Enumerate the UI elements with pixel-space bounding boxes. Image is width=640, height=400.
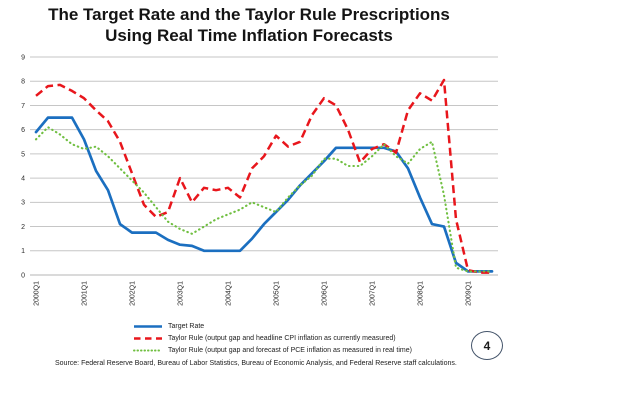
legend-item-taylor-pce: Taylor Rule (output gap and forecast of … — [133, 344, 412, 356]
svg-text:2009Q1: 2009Q1 — [466, 281, 473, 306]
svg-text:5: 5 — [21, 151, 25, 158]
target-rate-line-swatch-icon — [134, 324, 162, 328]
svg-text:2002Q1: 2002Q1 — [130, 281, 137, 306]
x-axis-tick-labels: 2000Q1 2001Q1 2002Q1 2003Q1 2004Q1 2005Q1 2006… — [34, 281, 473, 306]
series-line-dashed — [35, 78, 492, 274]
legend-item-taylor-cpi: Taylor Rule (output gap and headline CPI… — [133, 332, 412, 344]
svg-text:2003Q1: 2003Q1 — [178, 281, 185, 306]
gridlines — [30, 56, 498, 276]
data-series-lines — [34, 78, 494, 274]
svg-text:2004Q1: 2004Q1 — [226, 281, 233, 306]
svg-text:2000Q1: 2000Q1 — [34, 281, 41, 306]
chart-legend: Target Rate Taylor Rule (output gap and … — [133, 320, 412, 356]
chart-title: The Target Rate and the Taylor Rule Pres… — [0, 5, 498, 46]
chart-title-line1: The Target Rate and the Taylor Rule Pres… — [48, 5, 450, 24]
taylor-pce-dotted-line-swatch-icon — [133, 349, 163, 351]
page-number-badge: 4 — [471, 331, 503, 360]
legend-label-target-rate: Target Rate — [168, 322, 205, 330]
svg-text:7: 7 — [21, 103, 25, 110]
svg-text:6: 6 — [21, 127, 25, 134]
svg-text:1: 1 — [21, 248, 25, 255]
series-line-solid — [34, 116, 494, 273]
taylor-cpi-dashed-line-swatch-icon — [134, 336, 162, 340]
chart-title-line2: Using Real Time Inflation Forecasts — [105, 25, 393, 45]
svg-text:8: 8 — [21, 79, 25, 86]
svg-text:3: 3 — [21, 200, 25, 207]
svg-text:2006Q1: 2006Q1 — [322, 281, 329, 306]
svg-text:2: 2 — [21, 224, 25, 231]
legend-label-taylor-pce: Taylor Rule (output gap and forecast of … — [168, 346, 412, 354]
svg-text:2007Q1: 2007Q1 — [370, 281, 377, 306]
svg-text:9: 9 — [21, 54, 25, 61]
page-number: 4 — [483, 338, 491, 353]
source-note: Source: Federal Reserve Board, Bureau of… — [55, 360, 457, 367]
svg-text:4: 4 — [21, 176, 25, 183]
svg-text:2001Q1: 2001Q1 — [82, 281, 89, 306]
svg-text:2005Q1: 2005Q1 — [274, 281, 281, 306]
svg-text:2008Q1: 2008Q1 — [418, 281, 425, 306]
y-axis-tick-labels: 0 1 2 3 4 5 6 7 8 9 — [21, 54, 25, 279]
series-line-dotted — [34, 126, 494, 273]
legend-item-target-rate: Target Rate — [133, 320, 412, 332]
legend-label-taylor-cpi: Taylor Rule (output gap and headline CPI… — [168, 334, 396, 342]
svg-text:0: 0 — [21, 272, 25, 279]
